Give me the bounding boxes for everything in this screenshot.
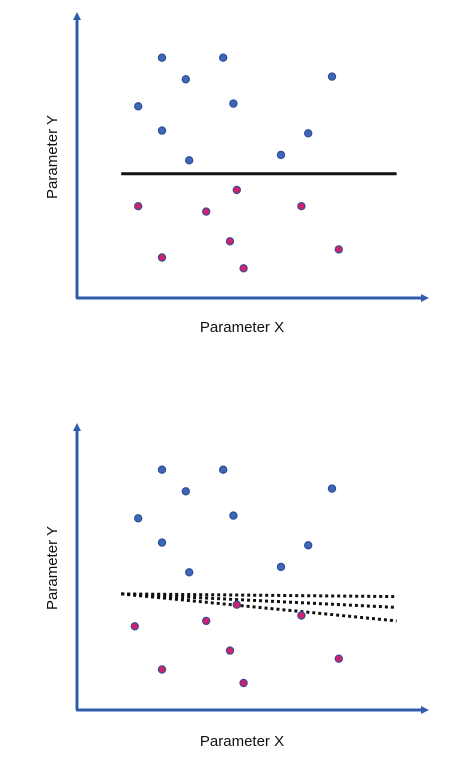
blue-point-2 [181,487,190,496]
blue-point-6 [229,511,238,520]
blue-point-3 [218,465,228,474]
blue-point-4 [327,484,337,493]
red-point-7 [157,253,167,262]
red-point-6 [334,245,343,254]
red-point-4 [297,201,306,211]
blue-point-10 [276,150,286,160]
x-axis-label-top: Parameter X [200,319,284,336]
points-bottom [130,465,343,688]
blue-point-9 [184,568,194,577]
scatter-panel-top: Parameter X Parameter Y [44,12,429,336]
points-top [133,53,343,273]
red-point-3 [201,616,211,626]
blue-point-1 [157,465,167,474]
red-point-2 [133,201,143,211]
blue-point-5 [133,514,143,523]
red-point-1 [232,185,241,195]
blue-point-5 [133,102,143,111]
red-point-8 [239,264,248,273]
y-axis-label-top: Parameter Y [44,115,61,199]
blue-point-8 [304,129,313,138]
candidate-separating-line-2 [121,592,397,609]
blue-point-9 [184,156,194,165]
blue-point-10 [276,562,286,572]
red-point-5 [225,646,235,655]
scatter-panel-bottom: Parameter X Parameter Y [44,423,429,750]
blue-point-7 [157,538,167,547]
x-axis-label-bottom: Parameter X [200,733,284,750]
red-point-7 [157,665,167,674]
red-point-3 [201,207,211,216]
blue-point-8 [304,541,313,550]
blue-point-2 [181,75,190,84]
y-axis-label-bottom: Parameter Y [44,526,61,610]
red-point-4 [297,611,306,620]
blue-point-7 [157,126,167,135]
boundaries-bottom [121,592,397,623]
red-point-6 [334,654,343,663]
blue-point-4 [327,72,337,81]
candidate-separating-line-3 [121,592,397,623]
blue-point-1 [157,53,167,62]
red-point-8 [239,678,248,688]
candidate-separating-line-1 [121,592,397,599]
red-point-2 [130,622,139,631]
blue-point-6 [229,99,238,108]
red-point-1 [232,600,241,609]
blue-point-3 [218,53,228,62]
red-point-5 [225,237,235,246]
